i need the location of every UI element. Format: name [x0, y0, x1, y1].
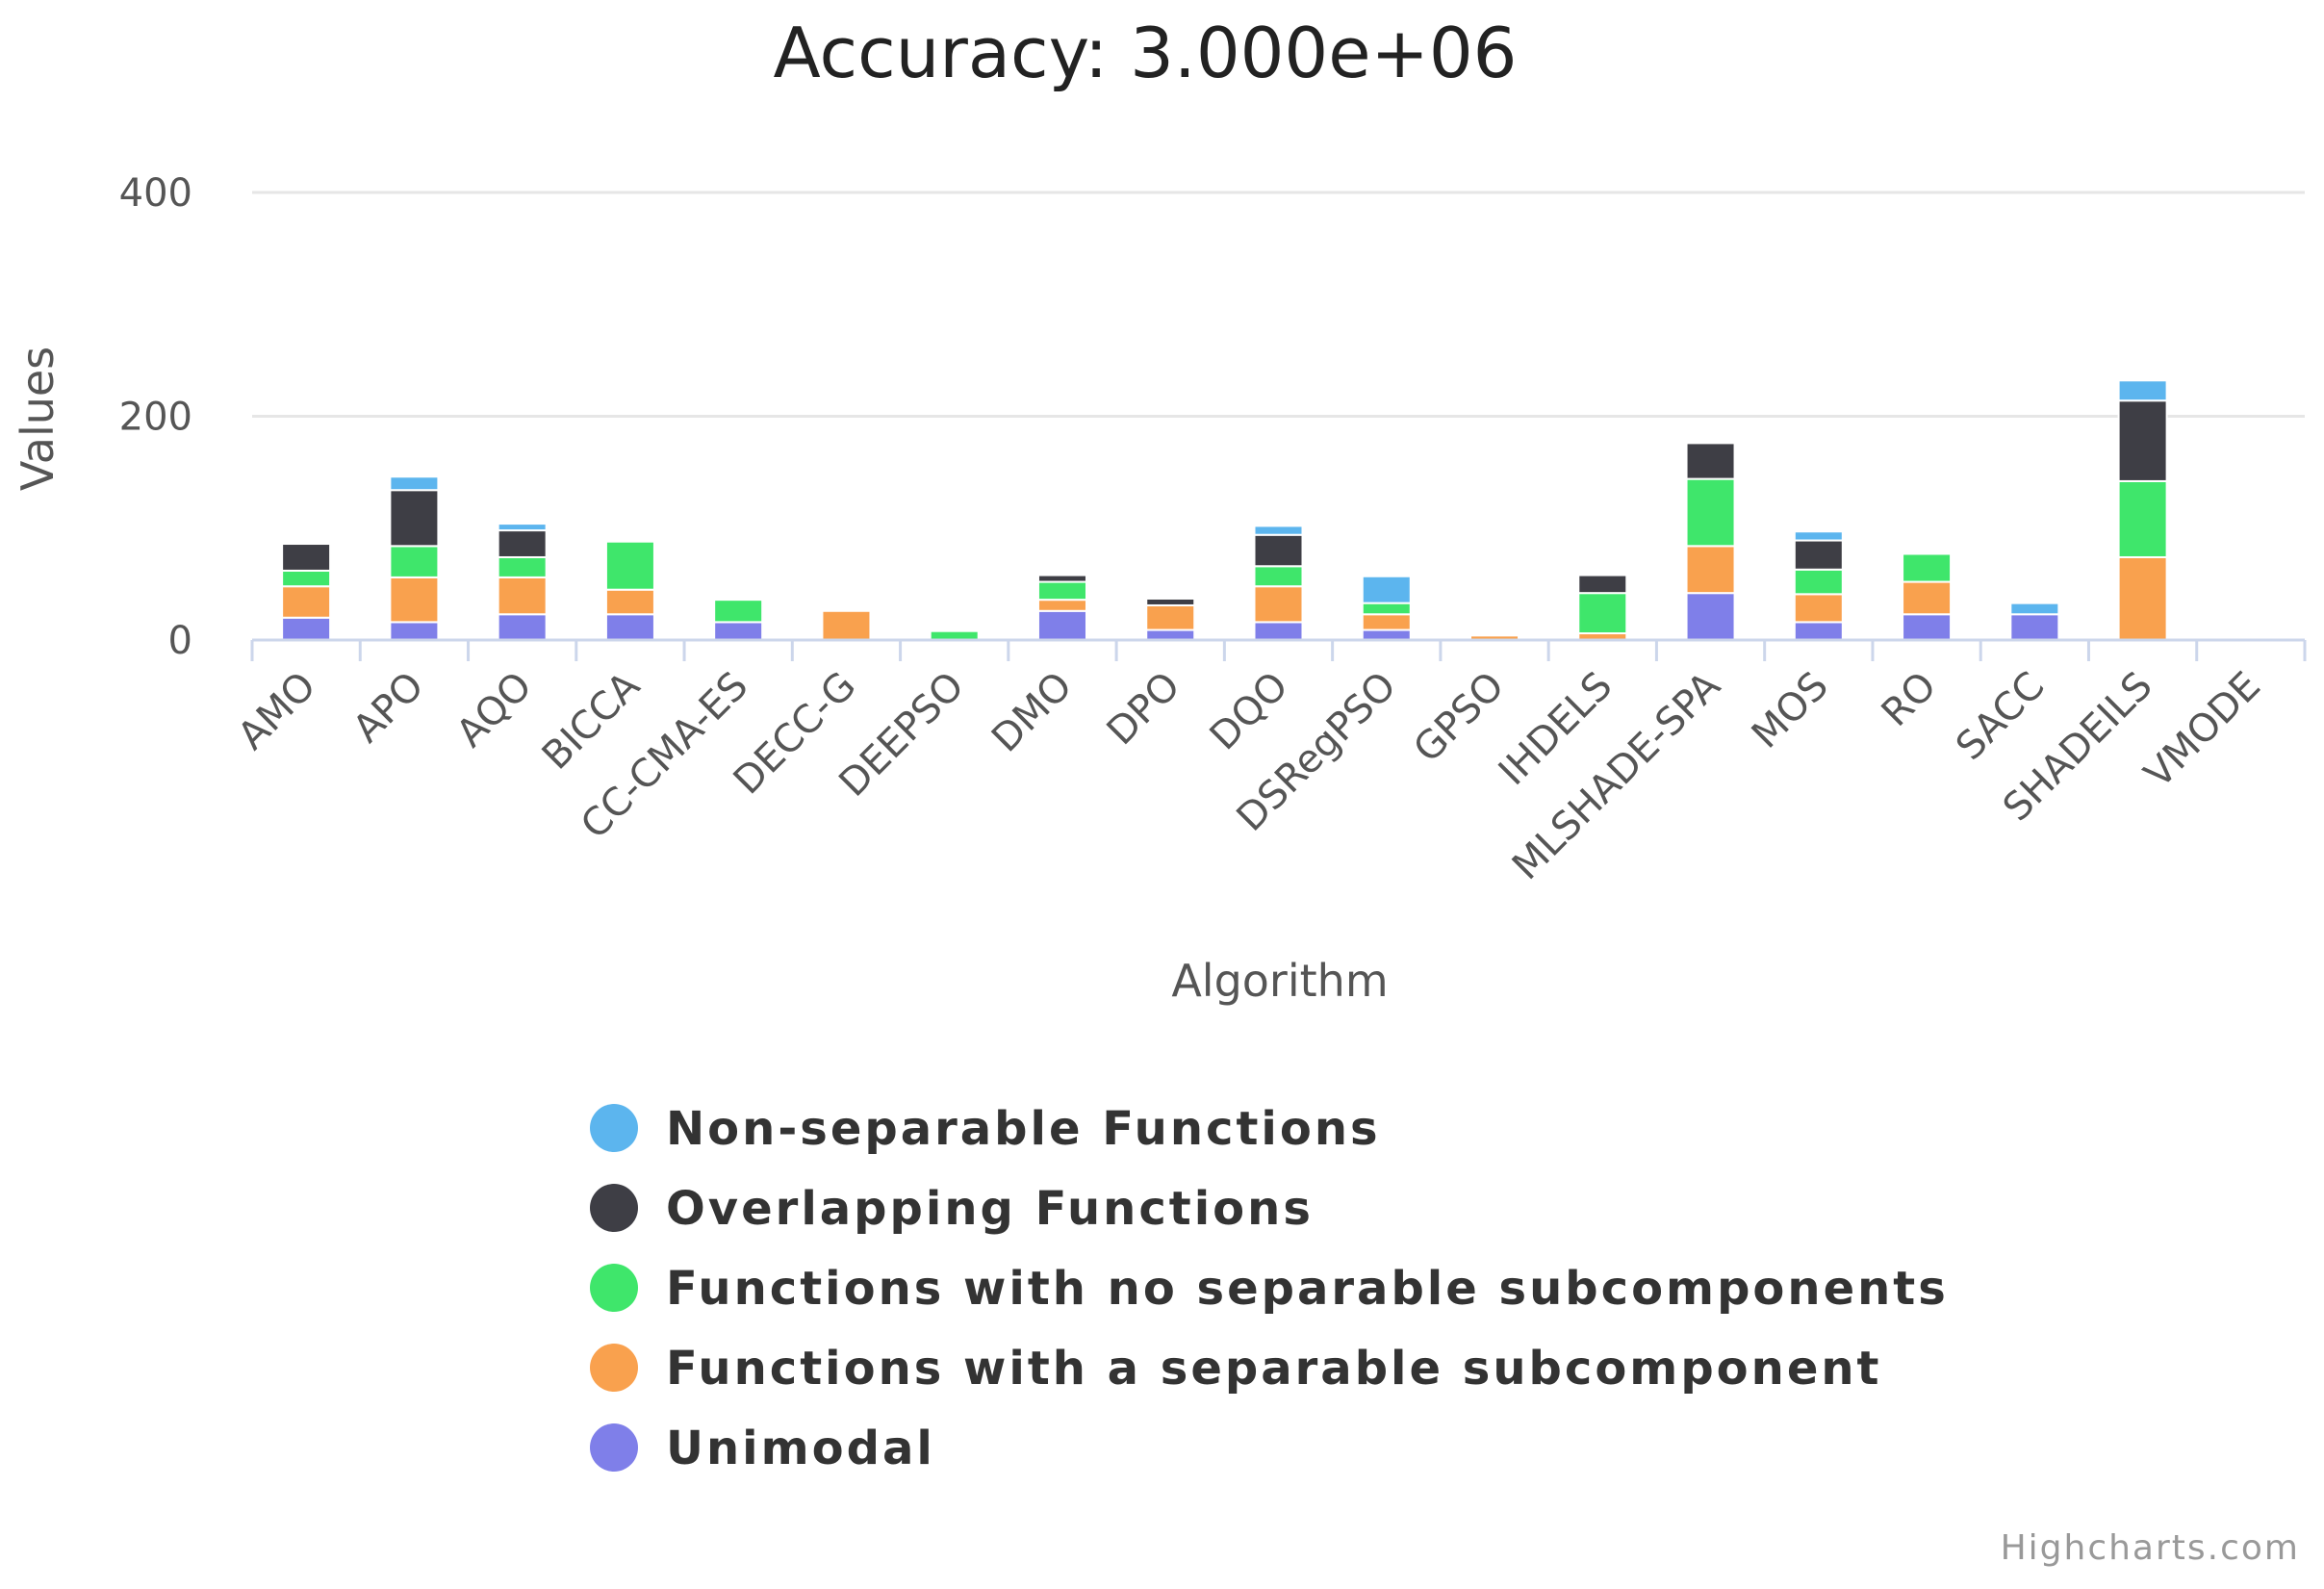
- bar-segment-mos-unimodal[interactable]: [1793, 621, 1844, 642]
- bar-segment-mos-overlapping-functions[interactable]: [1793, 539, 1844, 571]
- bar-segment-dsregpso-functions-with-no-separable-subcomponents[interactable]: [1361, 602, 1412, 616]
- bar-segment-bicca-functions-with-a-separable-subcomponent[interactable]: [604, 588, 655, 616]
- bar-segment-apo-unimodal[interactable]: [389, 621, 440, 642]
- bar-segment-dmo-functions-with-no-separable-subcomponents[interactable]: [1036, 580, 1087, 602]
- legend-item-non-separable-functions[interactable]: Non-separable Functions: [590, 1102, 1381, 1156]
- bar-segment-mos-functions-with-no-separable-subcomponents[interactable]: [1793, 568, 1844, 596]
- bar-segment-dmo-functions-with-a-separable-subcomponent[interactable]: [1036, 599, 1087, 612]
- legend-marker: [590, 1423, 638, 1472]
- bar-segment-mos-functions-with-a-separable-subcomponent[interactable]: [1793, 593, 1844, 624]
- bar-segment-aqo-non-separable-functions[interactable]: [497, 523, 548, 532]
- legend-marker: [590, 1344, 638, 1392]
- y-tick-label: 200: [119, 396, 192, 440]
- x-tick-label: DPO: [1099, 664, 1189, 755]
- bar-segment-apo-non-separable-functions[interactable]: [389, 475, 440, 492]
- bar-segment-aqo-unimodal[interactable]: [497, 613, 548, 642]
- bar-segment-mlshade-spa-functions-with-a-separable-subcomponent[interactable]: [1685, 545, 1736, 595]
- bar-segment-amo-overlapping-functions[interactable]: [281, 543, 332, 572]
- bar-segment-dqo-unimodal[interactable]: [1253, 621, 1304, 642]
- x-tick-label: APO: [345, 664, 432, 752]
- bar-segment-aqo-overlapping-functions[interactable]: [497, 529, 548, 558]
- y-axis-title: Values: [12, 346, 64, 491]
- bar-segment-ro-functions-with-no-separable-subcomponents[interactable]: [1902, 552, 1953, 583]
- bar-segment-dsregpso-functions-with-a-separable-subcomponent[interactable]: [1361, 613, 1412, 631]
- bar-segment-dpo-unimodal[interactable]: [1145, 628, 1196, 641]
- y-tick-label: 0: [168, 619, 192, 663]
- bar-segment-amo-unimodal[interactable]: [281, 616, 332, 641]
- bar-segment-apo-functions-with-no-separable-subcomponents[interactable]: [389, 545, 440, 578]
- bar-segment-dsregpso-unimodal[interactable]: [1361, 628, 1412, 641]
- bar-segment-apo-overlapping-functions[interactable]: [389, 489, 440, 548]
- legend-label: Non-separable Functions: [666, 1102, 1381, 1156]
- bar-segment-mlshade-spa-unimodal[interactable]: [1685, 592, 1736, 641]
- legend-label: Unimodal: [666, 1422, 935, 1475]
- legend-label: Overlapping Functions: [666, 1182, 1314, 1236]
- bar-segment-aqo-functions-with-a-separable-subcomponent[interactable]: [497, 576, 548, 616]
- bar-segment-dqo-functions-with-a-separable-subcomponent[interactable]: [1253, 585, 1304, 624]
- bar-segment-dpo-functions-with-a-separable-subcomponent[interactable]: [1145, 603, 1196, 631]
- legend-item-functions-with-no-separable-subcomponents[interactable]: Functions with no separable subcomponent…: [590, 1262, 1949, 1316]
- legend-marker: [590, 1264, 638, 1312]
- x-tick-label: AMO: [230, 664, 325, 759]
- bar-segment-dmo-unimodal[interactable]: [1036, 609, 1087, 642]
- legend-item-overlapping-functions[interactable]: Overlapping Functions: [590, 1182, 1314, 1236]
- y-axis-ticks: 0 200 400: [119, 171, 192, 663]
- x-tick-label: SACC: [1948, 664, 2053, 769]
- bar-segment-shadeils-non-separable-functions[interactable]: [2117, 379, 2168, 402]
- bar-segment-decc-g-functions-with-a-separable-subcomponent[interactable]: [821, 609, 872, 642]
- legend-item-unimodal[interactable]: Unimodal: [590, 1422, 935, 1475]
- x-axis-title: Algorithm: [1171, 955, 1388, 1007]
- y-tick-label: 400: [119, 171, 192, 216]
- bar-segment-ihdels-functions-with-no-separable-subcomponents[interactable]: [1577, 592, 1628, 635]
- x-tick-label: DQO: [1202, 664, 1297, 759]
- bar-segment-cc-cma-es-functions-with-no-separable-subcomponents[interactable]: [713, 599, 764, 624]
- x-tick-label: MOS: [1744, 664, 1837, 757]
- x-tick-label: RO: [1874, 664, 1945, 735]
- bar-segment-mlshade-spa-functions-with-no-separable-subcomponents[interactable]: [1685, 477, 1736, 548]
- bar-segment-apo-functions-with-a-separable-subcomponent[interactable]: [389, 576, 440, 624]
- bar-segment-aqo-functions-with-no-separable-subcomponents[interactable]: [497, 555, 548, 578]
- legend-marker: [590, 1104, 638, 1152]
- bar-segment-dmo-overlapping-functions[interactable]: [1036, 574, 1087, 583]
- bar-segment-bicca-functions-with-no-separable-subcomponents[interactable]: [604, 540, 655, 591]
- x-tick-label: GPSO: [1405, 664, 1513, 772]
- bar-segment-dqo-overlapping-functions[interactable]: [1253, 533, 1304, 568]
- legend-item-functions-with-a-separable-subcomponent[interactable]: Functions with a separable subcomponent: [590, 1342, 1882, 1396]
- bar-segment-shadeils-functions-with-no-separable-subcomponents[interactable]: [2117, 479, 2168, 558]
- x-tick-label: AQO: [448, 664, 541, 756]
- legend-marker: [590, 1184, 638, 1232]
- bar-segment-mlshade-spa-overlapping-functions[interactable]: [1685, 442, 1736, 480]
- bar-segment-dsregpso-non-separable-functions[interactable]: [1361, 575, 1412, 604]
- grid-lines: [252, 191, 2305, 418]
- credits-link[interactable]: Highcharts.com: [2001, 1528, 2300, 1568]
- bar-segment-amo-functions-with-a-separable-subcomponent[interactable]: [281, 585, 332, 619]
- bar-segment-mos-non-separable-functions[interactable]: [1793, 530, 1844, 542]
- bar-segment-shadeils-functions-with-a-separable-subcomponent[interactable]: [2117, 555, 2168, 641]
- bar-segment-ro-functions-with-a-separable-subcomponent[interactable]: [1902, 580, 1953, 616]
- bar-segment-ihdels-overlapping-functions[interactable]: [1577, 574, 1628, 595]
- bar-segment-dqo-non-separable-functions[interactable]: [1253, 525, 1304, 536]
- chart-title: Accuracy: 3.000e+06: [774, 13, 1518, 93]
- bar-segment-sacc-unimodal[interactable]: [2009, 613, 2060, 642]
- bar-segment-dpo-overlapping-functions[interactable]: [1145, 597, 1196, 606]
- x-tick-label: VMODE: [2136, 664, 2269, 797]
- x-axis: [250, 638, 2307, 661]
- bar-segment-shadeils-overlapping-functions[interactable]: [2117, 399, 2168, 482]
- bar-segment-amo-functions-with-no-separable-subcomponents[interactable]: [281, 569, 332, 588]
- bar-segment-bicca-unimodal[interactable]: [604, 613, 655, 642]
- legend-label: Functions with no separable subcomponent…: [666, 1262, 1949, 1316]
- bars: [281, 379, 2168, 642]
- bar-segment-dqo-functions-with-no-separable-subcomponents[interactable]: [1253, 565, 1304, 588]
- bar-segment-ro-unimodal[interactable]: [1902, 613, 1953, 642]
- bar-segment-cc-cma-es-unimodal[interactable]: [713, 621, 764, 642]
- legend-label: Functions with a separable subcomponent: [666, 1342, 1882, 1396]
- legend[interactable]: Non-separable Functions Overlapping Funct…: [590, 1102, 1949, 1475]
- x-tick-label: DMO: [983, 664, 1081, 761]
- bar-segment-sacc-non-separable-functions[interactable]: [2009, 602, 2060, 616]
